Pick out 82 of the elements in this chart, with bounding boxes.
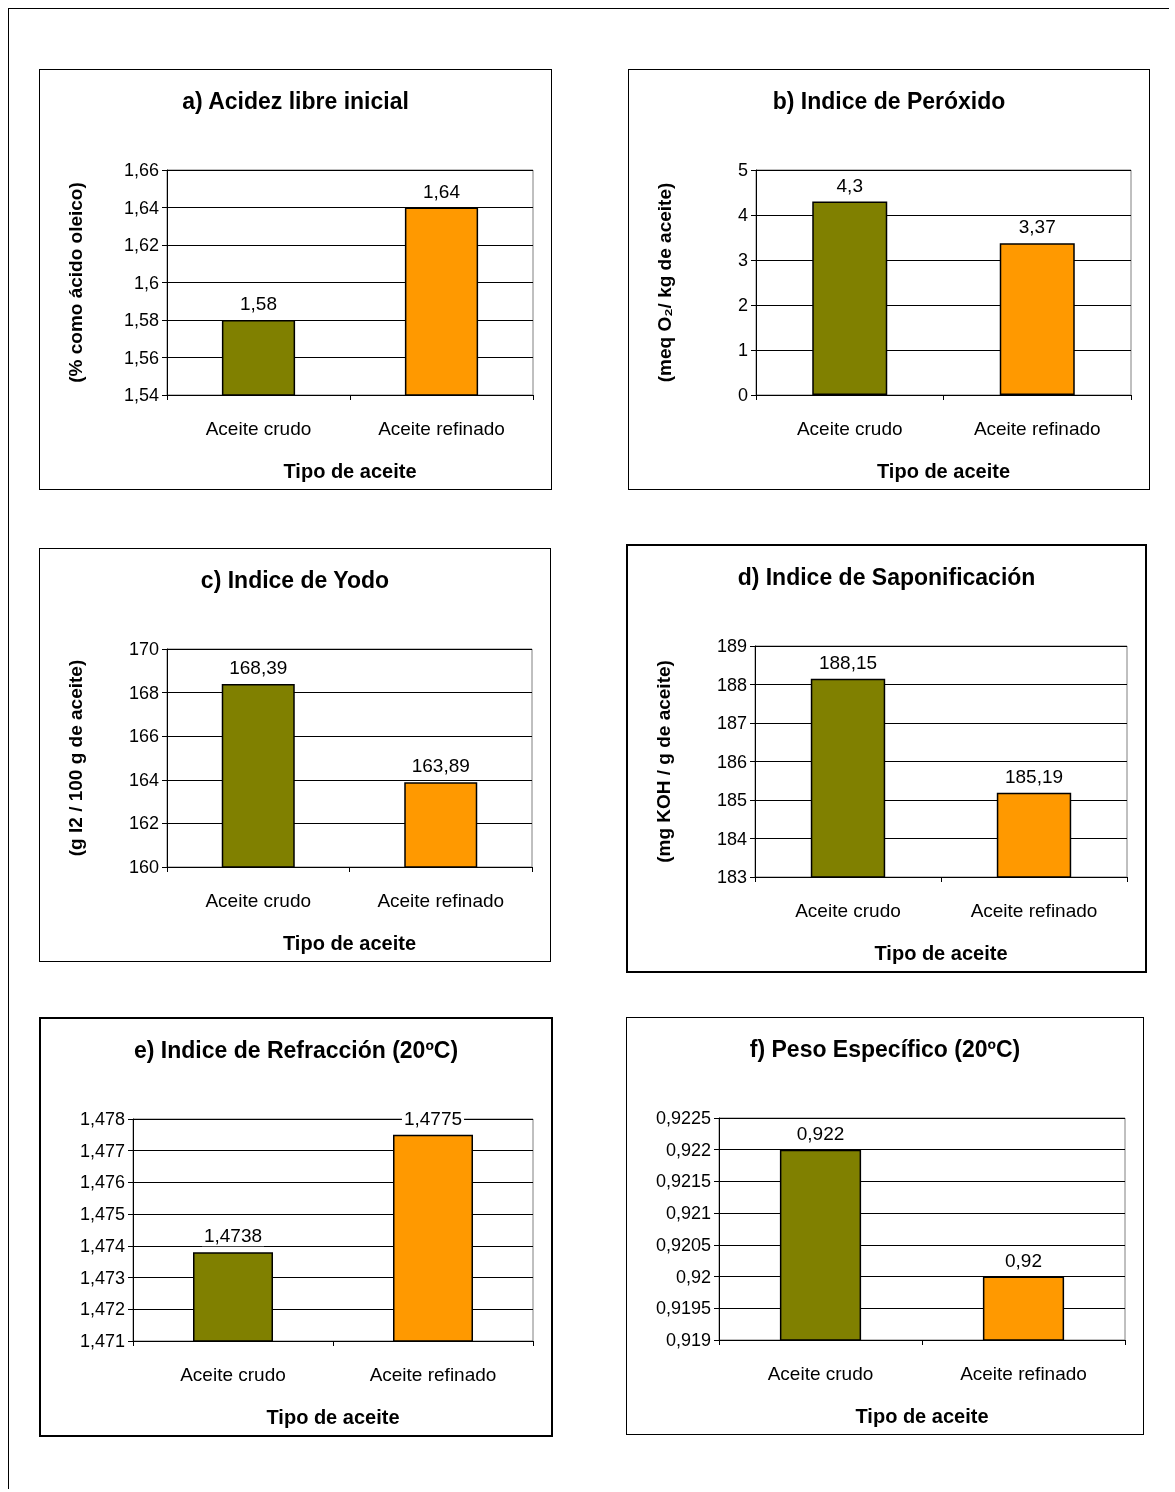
y-tick-label: 1,478 xyxy=(79,1109,125,1129)
y-tick-label: 1 xyxy=(737,340,748,360)
y-tick-label: 1,474 xyxy=(79,1235,125,1256)
y-tick-label: 1,58 xyxy=(123,310,159,330)
y-tick-label: 188 xyxy=(716,674,747,695)
y-tick-label: 1,6 xyxy=(133,272,159,293)
data-label: 0,922 xyxy=(796,1122,845,1144)
x-tick-label: Aceite crudo xyxy=(795,900,901,921)
x-tick-label: Aceite crudo xyxy=(205,890,312,911)
y-tick-label: 3 xyxy=(737,250,748,270)
y-tick-label: 187 xyxy=(716,713,747,733)
data-label: 3,37 xyxy=(1018,216,1056,238)
y-tick-label: 186 xyxy=(716,751,747,772)
y-tick-label: 0,92 xyxy=(675,1266,711,1287)
y-tick-label: 1,66 xyxy=(123,160,159,180)
y-tick-label: 168 xyxy=(128,682,159,703)
y-tick-label: 166 xyxy=(128,726,159,747)
y-tick-label: 0,9205 xyxy=(655,1234,711,1255)
y-tick-label: 1,475 xyxy=(79,1204,125,1225)
data-label: 1,64 xyxy=(423,180,461,202)
y-tick-label: 184 xyxy=(716,828,747,849)
y-tick-label: 185 xyxy=(716,790,747,810)
data-label: 4,3 xyxy=(836,174,863,196)
chart-title: c) Indice de Yodo xyxy=(200,566,390,593)
x-axis-title: Tipo de aceite xyxy=(874,942,1008,964)
chart-title: b) Indice de Peróxido xyxy=(772,87,1006,114)
chart-title: f) Peso Específico (20ºC) xyxy=(749,1035,1021,1062)
y-tick-label: 1,477 xyxy=(79,1140,125,1161)
y-tick-label: 1,64 xyxy=(123,197,159,218)
data-label: 0,92 xyxy=(1005,1249,1042,1271)
y-tick-label: 1,473 xyxy=(79,1267,125,1288)
x-tick-label: Aceite crudo xyxy=(180,1364,286,1385)
x-axis-title: Tipo de aceite xyxy=(876,460,1011,482)
y-tick-label: 183 xyxy=(716,867,747,887)
y-tick-label: 1,62 xyxy=(123,235,159,255)
x-axis-title: Tipo de aceite xyxy=(283,460,417,482)
y-tick-label: 170 xyxy=(128,639,159,659)
y-tick-label: 0,9215 xyxy=(655,1171,711,1192)
y-tick-label: 160 xyxy=(128,857,159,877)
data-label: 168,39 xyxy=(229,657,288,679)
chart-title: a) Acidez libre inicial xyxy=(182,87,409,114)
y-tick-label: 0,9195 xyxy=(655,1298,711,1319)
chart-title: e) Indice de Refracción (20ºC) xyxy=(133,1036,459,1063)
y-tick-label: 0,921 xyxy=(665,1203,711,1224)
x-tick-label: Aceite crudo xyxy=(767,1363,874,1384)
y-tick-label: 1,472 xyxy=(79,1299,125,1320)
x-tick-label: Aceite refinado xyxy=(973,418,1101,439)
data-label: 1,4738 xyxy=(203,1225,263,1247)
y-tick-label: 0,922 xyxy=(665,1139,711,1160)
chart-title: d) Indice de Saponificación xyxy=(737,563,1036,590)
x-tick-label: Aceite crudo xyxy=(796,418,903,439)
x-tick-label: Aceite refinado xyxy=(369,1364,497,1385)
y-tick-label: 0,9225 xyxy=(655,1108,711,1128)
y-tick-label: 162 xyxy=(128,813,159,834)
y-axis-title: (% como ácido oleico) xyxy=(65,182,86,383)
y-tick-label: 4 xyxy=(737,205,748,225)
x-axis-title: Tipo de aceite xyxy=(266,1406,400,1428)
y-tick-label: 164 xyxy=(128,769,159,790)
y-tick-label: 1,54 xyxy=(123,385,159,405)
y-axis-title: (mg KOH / g de aceite) xyxy=(653,660,674,863)
x-tick-label: Aceite refinado xyxy=(378,418,505,439)
data-label: 1,4775 xyxy=(403,1107,463,1129)
y-tick-label: 1,476 xyxy=(79,1172,125,1193)
x-tick-label: Aceite refinado xyxy=(960,1363,1087,1384)
y-tick-label: 189 xyxy=(716,636,747,656)
y-tick-label: 1,56 xyxy=(123,347,159,368)
x-axis-title: Tipo de aceite xyxy=(282,932,417,954)
y-tick-label: 0,919 xyxy=(665,1330,711,1350)
x-tick-label: Aceite crudo xyxy=(205,418,312,439)
y-tick-label: 0 xyxy=(737,385,748,405)
x-tick-label: Aceite refinado xyxy=(377,890,505,911)
data-label: 1,58 xyxy=(240,293,277,314)
data-label: 188,15 xyxy=(818,651,878,673)
data-label: 185,19 xyxy=(1004,765,1064,787)
y-tick-label: 2 xyxy=(737,295,748,315)
x-tick-label: Aceite refinado xyxy=(970,900,1098,921)
y-axis-title: (g I2 / 100 g de aceite) xyxy=(65,659,86,857)
data-label: 163,89 xyxy=(411,755,470,777)
y-tick-label: 1,471 xyxy=(79,1331,125,1351)
y-axis-title: (meq O₂/ kg de aceite) xyxy=(654,182,675,383)
x-axis-title: Tipo de aceite xyxy=(855,1405,989,1427)
y-tick-label: 5 xyxy=(737,160,748,180)
